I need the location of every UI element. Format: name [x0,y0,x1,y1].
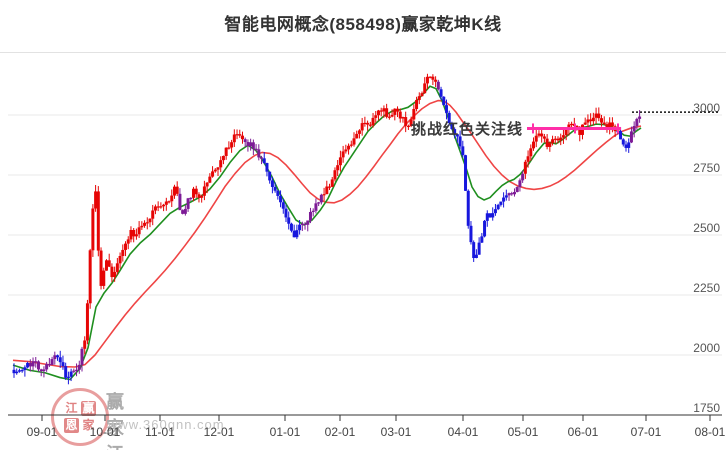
y-axis-label: 2250 [693,281,720,295]
watermark-url: www.360gnn.com [108,417,225,432]
y-axis-label: 1750 [693,401,720,415]
y-axis-label: 2750 [693,161,720,175]
page-title: 智能电网概念(858498)赢家乾坤K线 [224,15,502,34]
x-axis-label: 06-01 [568,425,599,439]
x-axis-label: 10-01 [90,425,121,439]
x-axis-label: 11-01 [145,425,175,439]
watermark-brand: 赢家江恩软件 [106,392,126,450]
annotation-label: 挑战红色关注线 [411,121,524,138]
y-axis-label: 2000 [693,341,720,355]
x-axis-label: 01-01 [270,425,301,439]
x-axis-label: 04-01 [448,425,479,439]
x-axis-label: 02-01 [325,425,356,439]
x-axis-label: 12-01 [204,425,235,439]
candles [12,73,642,385]
seal-char: 家 [82,418,95,432]
watermark-seal-icon: 江 赢 恩 家 [51,388,109,446]
seal-char: 赢 [81,401,96,416]
ma-fast-green-line [12,85,642,381]
ma-slow-red-line [12,99,642,368]
seal-char: 江 [65,401,78,415]
title-separator [0,52,726,53]
x-axis-label: 09-01 [27,425,58,439]
x-axis-label: 03-01 [381,425,412,439]
y-axis-label: 3000 [693,101,720,115]
x-axis-label: 05-01 [508,425,539,439]
y-axis-label: 2500 [693,221,720,235]
x-axis-label: 07-01 [631,425,662,439]
seal-char: 恩 [64,418,79,433]
x-axis-label: 08-01 [695,425,726,439]
